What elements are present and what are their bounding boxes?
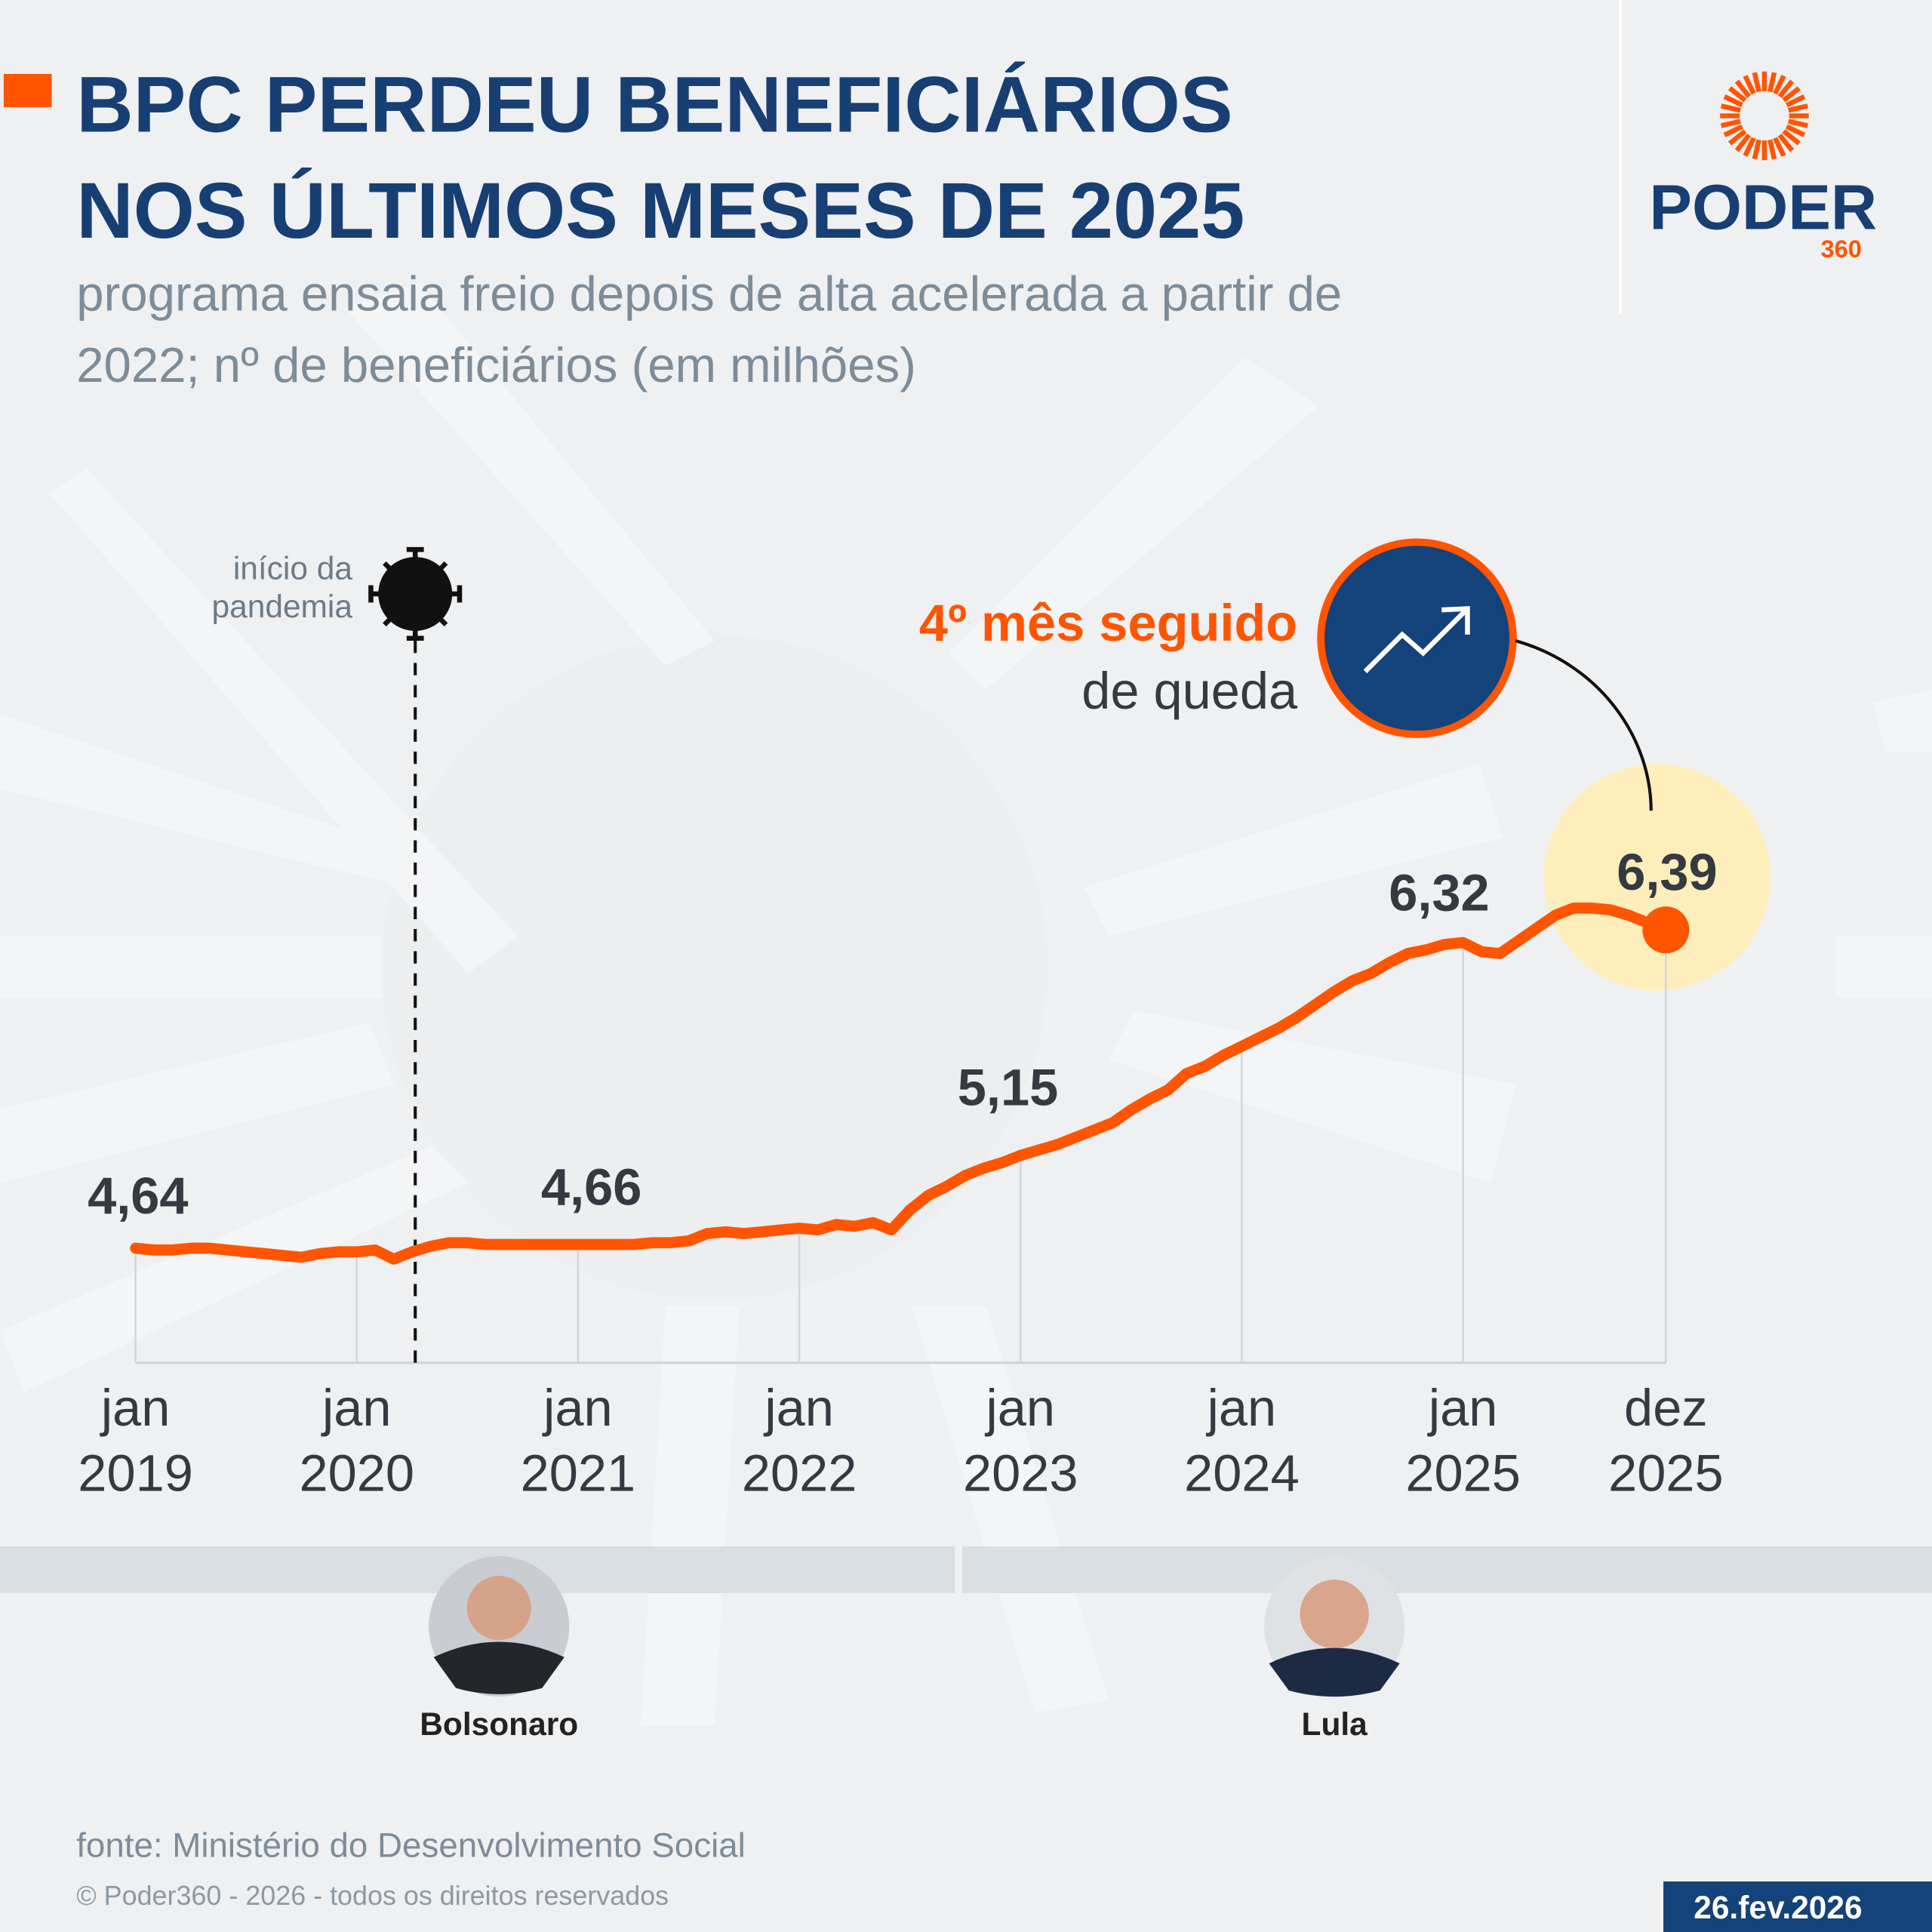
logo-ray [1723,124,1743,137]
x-tick-label: 2019 [78,1444,193,1503]
poder360-logo: PODER 360 [1649,71,1877,263]
copyright: © Poder360 - 2026 - todos os direitos re… [76,1880,669,1911]
x-tick-label: 2021 [521,1444,636,1503]
end-point [1642,906,1690,954]
x-tick-label: 2023 [963,1444,1078,1503]
pandemic-label-2: pandemia [212,589,353,624]
logo-ray [1788,118,1808,128]
logo-ray [1743,137,1756,157]
x-tick-label: 2020 [299,1444,414,1503]
series-line [130,902,1672,1265]
decline-label-1: 4º mês seguido [919,594,1297,652]
trend-badge [1317,538,1517,738]
subtitle-line-2: 2022; nº de beneficiários (em milhões) [76,337,916,392]
trend-up-icon [1363,608,1469,674]
logo-ray [1785,124,1806,137]
logo-ray [1777,133,1795,152]
connector-line [1515,639,1653,811]
decline-label-2: de queda [1081,662,1298,720]
logo-ray [1773,75,1786,95]
accent-square [3,73,52,108]
x-tick-label: jan [1206,1379,1277,1437]
background-sunburst [0,283,1932,1725]
data-label: 4,66 [541,1158,641,1217]
logo-ray [1743,75,1756,95]
logo-ray [1727,86,1747,103]
date-badge [1663,1881,1932,1932]
logo-number: 360 [1820,235,1861,263]
logo-ray [1752,72,1761,93]
title-line-1: BPC PERDEU BENEFICIÁRIOS [76,61,1232,149]
source: fonte: Ministério do Desenvolvimento Soc… [76,1826,746,1864]
logo-ray [1788,103,1808,113]
decline-annotation: 4º mês seguido de queda [919,538,1653,811]
line-chart: jan 2019 jan 2020 jan 2021 jan 2022 jan 2023 jan 20… [78,640,1771,1503]
data-label: 4,64 [88,1167,188,1225]
avatar-lula [1264,1556,1405,1697]
data-label: 5,15 [958,1058,1058,1116]
president-name: Bolsonaro [420,1706,578,1742]
title-line-2: NOS ÚLTIMOS MESES DE 2025 [76,167,1244,255]
presidents-band: Bolsonaro Lula [0,1546,1932,1742]
x-tick-label: 2024 [1184,1444,1300,1503]
x-tick-label: jan [542,1379,613,1437]
logo-ray [1767,139,1777,160]
logo-ray [1777,79,1795,98]
logo-ray [1785,94,1806,108]
logo-ray [1720,118,1741,128]
pandemic-label-1: início da [233,550,352,586]
logo-ray [1767,72,1777,93]
data-label: 6,39 [1617,843,1717,901]
highlight-bubble [1543,764,1771,991]
president-name: Lula [1302,1706,1368,1742]
x-tick-label: jan [985,1379,1056,1437]
sunburst-icon [1720,71,1809,161]
x-tick-label: jan [100,1379,170,1437]
x-tick-label: jan [763,1379,833,1437]
data-label: 6,32 [1389,864,1489,922]
logo-ray [1734,79,1752,98]
logo-ray [1727,129,1747,146]
logo-ray [1720,103,1741,113]
logo-ray [1773,137,1786,157]
x-tick-label: 2025 [1405,1444,1521,1503]
x-tick-label: 2022 [742,1444,857,1503]
logo-ray [1782,129,1801,146]
x-tick-label: 2025 [1608,1444,1724,1503]
x-tick-label: dez [1624,1379,1708,1437]
avatar-bolsonaro [429,1556,570,1697]
subtitle-line-1: programa ensaia freio depois de alta ace… [76,266,1342,321]
logo-ray [1782,86,1801,103]
x-tick-label: jan [321,1379,391,1437]
virus-icon [368,546,463,641]
date: 26.fev.2026 [1694,1890,1862,1925]
x-tick-label: jan [1427,1379,1498,1437]
logo-ray [1734,133,1752,152]
logo-ray [1752,139,1761,160]
logo-name: PODER [1649,171,1877,243]
pandemic-annotation: início da pandemia [212,546,463,641]
logo-ray [1723,94,1743,108]
